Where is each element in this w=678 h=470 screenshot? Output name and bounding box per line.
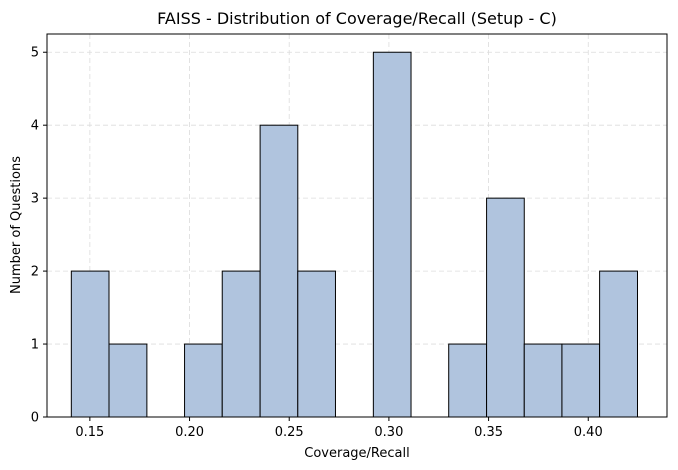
- x-axis-label: Coverage/Recall: [304, 446, 409, 461]
- histogram-bar: [372, 51, 412, 418]
- histogram-bar: [448, 343, 488, 418]
- histogram-bar: [523, 343, 563, 418]
- y-axis-label: Number of Questions: [9, 156, 24, 294]
- x-tick-label: 0.30: [374, 425, 403, 440]
- y-tick-label: 1: [31, 338, 39, 353]
- y-tick-label: 4: [31, 119, 39, 134]
- plot-area-frame: [46, 33, 668, 418]
- histogram-bar: [70, 270, 110, 418]
- x-tick-label: 0.15: [75, 425, 104, 440]
- histogram-bar: [297, 270, 336, 418]
- y-tick-label: 5: [31, 46, 39, 61]
- y-tick-label: 3: [31, 192, 39, 207]
- x-tick-label: 0.20: [175, 425, 204, 440]
- x-tick-label: 0.35: [474, 425, 503, 440]
- histogram-bar: [259, 124, 299, 418]
- histogram-bar: [486, 197, 525, 418]
- histogram-bar: [221, 270, 261, 418]
- chart-title: FAISS - Distribution of Coverage/Recall …: [157, 9, 557, 28]
- histogram-bar: [184, 343, 223, 418]
- histogram-bar: [561, 343, 601, 418]
- x-axis: 0.15 0.20 0.25 0.30 0.35 0.40: [75, 417, 603, 440]
- bars: [70, 51, 638, 418]
- y-tick-label: 0: [31, 411, 39, 426]
- x-tick-label: 0.40: [574, 425, 603, 440]
- histogram-bar: [599, 270, 638, 418]
- y-tick-label: 2: [31, 265, 39, 280]
- x-tick-label: 0.25: [275, 425, 304, 440]
- histogram-bar: [108, 343, 148, 418]
- y-axis: 0 1 2 3 4 5: [31, 46, 47, 426]
